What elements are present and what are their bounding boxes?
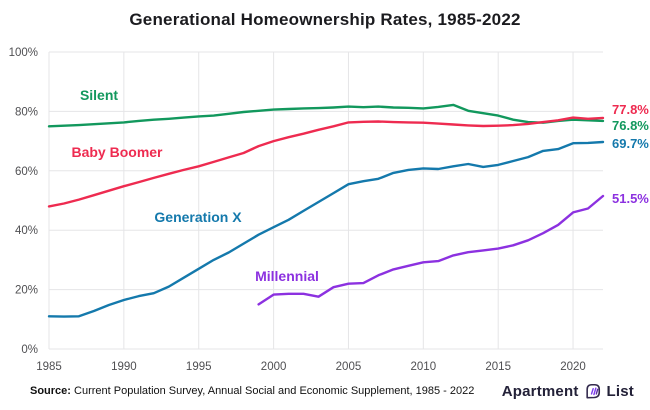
series-label-millennial: Millennial <box>255 268 319 284</box>
series-end-value-silent: 76.8% <box>612 118 649 133</box>
series-line-millennial <box>257 194 605 306</box>
series-end-value-generation-x: 69.7% <box>612 136 649 151</box>
series-line-silent <box>47 103 605 128</box>
apartment-list-logo-icon <box>583 381 603 401</box>
series-label-baby-boomer: Baby Boomer <box>71 144 163 160</box>
x-axis-tick-label: 1995 <box>186 361 212 373</box>
chart-title: Generational Homeownership Rates, 1985-2… <box>129 10 521 29</box>
series-line-generation-x <box>47 140 605 318</box>
series-line-baby-boomer <box>47 116 605 208</box>
x-axis-tick-label: 2000 <box>261 361 287 373</box>
series-label-generation-x: Generation X <box>154 209 242 225</box>
y-axis-tick-label: 0% <box>21 344 38 356</box>
logo-word-list: List <box>606 382 634 400</box>
series-label-silent: Silent <box>80 87 118 103</box>
x-axis-tick-label: 1990 <box>111 361 137 373</box>
series-end-value-baby-boomer: 77.8% <box>612 102 649 117</box>
y-axis-tick-label: 100% <box>9 47 38 59</box>
chart-footer: Source: Current Population Survey, Annua… <box>0 378 650 404</box>
source-note: Source: Current Population Survey, Annua… <box>30 385 474 397</box>
apartment-list-logo: Apartment List <box>502 381 634 401</box>
line-chart: 0% 20% 40% 60% 80% 100% 1985 1990 1995 2000 2005 20… <box>9 47 650 373</box>
x-axis-tick-label: 2005 <box>336 361 362 373</box>
y-axis-tick-label: 40% <box>15 225 38 237</box>
source-label: Source: <box>30 385 71 397</box>
series-end-value-millennial: 51.5% <box>612 191 649 206</box>
x-axis-tick-label: 2015 <box>485 361 511 373</box>
logo-word-apartment: Apartment <box>501 382 579 400</box>
source-text: Current Population Survey, Annual Social… <box>70 385 475 397</box>
y-axis-tick-label: 20% <box>15 285 38 297</box>
x-axis-tick-label: 2020 <box>560 361 586 373</box>
y-axis-tick-label: 60% <box>15 166 38 178</box>
x-axis-tick-label: 1985 <box>36 361 62 373</box>
x-axis-tick-label: 2010 <box>411 361 437 373</box>
y-axis-tick-label: 80% <box>15 106 38 118</box>
